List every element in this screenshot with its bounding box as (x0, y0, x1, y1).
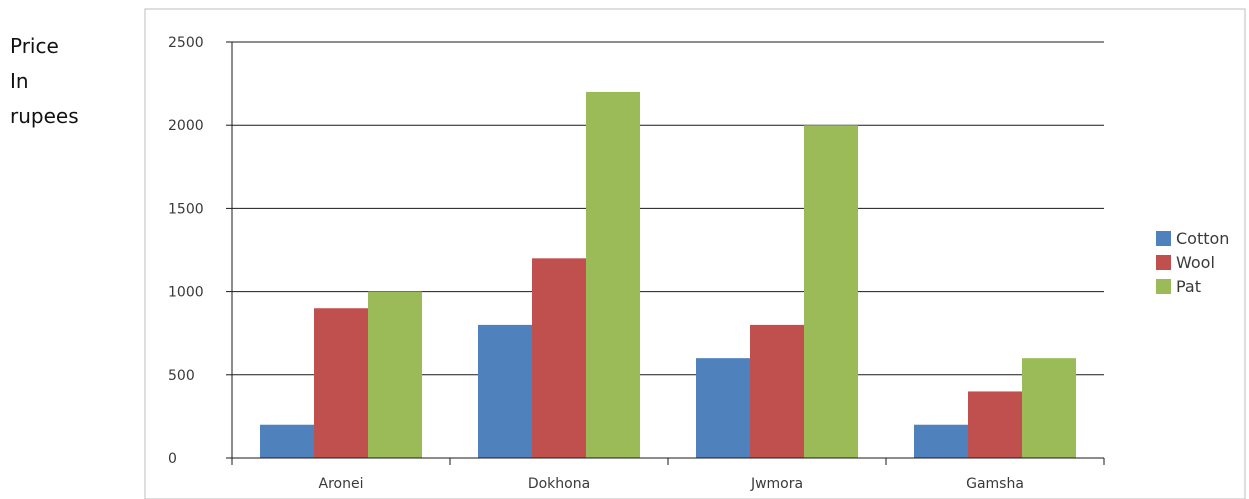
y-tick-label: 0 (168, 451, 177, 467)
legend-label-pat: Pat (1176, 277, 1201, 296)
bar-wool-jwmora (750, 324, 804, 458)
x-tick-labels: Aronei Dokhona Jwmora Gamsha (319, 476, 1024, 492)
x-tick-label: Gamsha (966, 476, 1024, 492)
legend-label-wool: Wool (1176, 253, 1215, 272)
y-axis-label-line3: rupees (10, 104, 79, 128)
legend-swatch-cotton (1156, 231, 1171, 246)
y-axis-label-line2: In (10, 69, 29, 93)
bar-wool-gamsha (968, 391, 1022, 458)
y-tick-label: 2500 (168, 35, 204, 51)
bar-pat-jwmora (804, 125, 858, 458)
bar-cotton-aronei (260, 424, 314, 458)
bar-pat-dokhona (586, 91, 640, 459)
bar-wool-dokhona (532, 258, 586, 458)
y-tick-label: 1000 (168, 285, 204, 301)
y-tick-label: 1500 (168, 201, 204, 217)
bars-group (260, 91, 1076, 459)
y-axis-label-line1: Price (10, 34, 59, 58)
gridlines (226, 41, 1104, 459)
chart-area-border (144, 8, 1246, 499)
axes-group (231, 42, 1105, 465)
y-tick-label: 2000 (168, 118, 204, 134)
legend-label-cotton: Cotton (1176, 229, 1229, 248)
y-tick-label: 500 (168, 368, 195, 384)
x-tick-label: Jwmora (750, 476, 803, 492)
bar-cotton-dokhona (478, 324, 532, 458)
y-tick-labels: 0 500 1000 1500 2000 2500 (168, 35, 204, 467)
bar-wool-aronei (314, 308, 368, 458)
bar-cotton-jwmora (696, 358, 750, 458)
bar-pat-gamsha (1022, 358, 1076, 458)
legend-swatch-wool (1156, 255, 1171, 270)
x-tick-label: Dokhona (528, 476, 590, 492)
legend-swatch-pat (1156, 279, 1171, 294)
x-tick-label: Aronei (319, 476, 364, 492)
legend: Cotton Wool Pat (1156, 229, 1229, 296)
bar-pat-aronei (368, 291, 422, 458)
bar-cotton-gamsha (914, 424, 968, 458)
